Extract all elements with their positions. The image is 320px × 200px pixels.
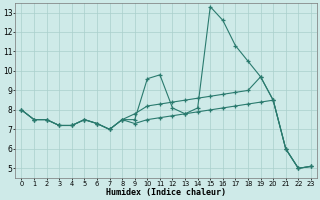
X-axis label: Humidex (Indice chaleur): Humidex (Indice chaleur) <box>106 188 226 197</box>
